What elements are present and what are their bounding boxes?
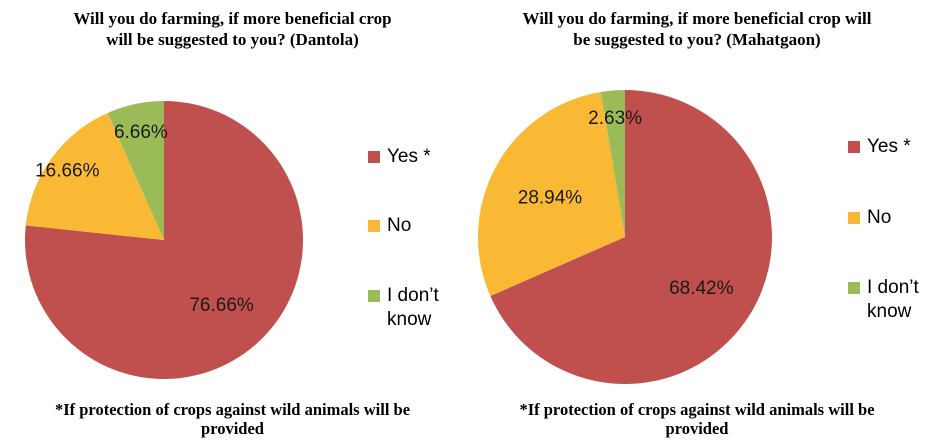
- legend-swatch: [848, 141, 860, 153]
- legend-label: I don’t know: [387, 285, 439, 330]
- data-label-dont-know: 2.63%: [588, 108, 642, 129]
- data-label-yes: 68.42%: [669, 278, 734, 299]
- chart-title: Will you do farming, if more beneficial …: [73, 9, 392, 49]
- legend-swatch: [848, 282, 860, 294]
- data-label-dont-know: 6.66%: [114, 122, 168, 143]
- data-label-no: 16.66%: [35, 161, 100, 182]
- legend-swatch: [368, 290, 380, 302]
- chart-mahatgaon: Will you do farming, if more beneficial …: [465, 0, 929, 440]
- slice-no: [25, 113, 164, 240]
- legend-label: Yes *: [867, 136, 911, 157]
- data-label-yes: 76.66%: [189, 295, 254, 316]
- pie-chart: 68.42% 28.94% 2.63%: [477, 90, 773, 384]
- slice-no: [477, 92, 625, 296]
- slice-yes: [490, 90, 773, 384]
- legend-label: No: [387, 215, 412, 236]
- legend-label: I don’t know: [867, 277, 919, 322]
- footnote: *If protection of crops against wild ani…: [54, 400, 411, 438]
- legend-swatch: [368, 151, 380, 163]
- footnote: *If protection of crops against wild ani…: [519, 400, 875, 438]
- chart-title: Will you do farming, if more beneficial …: [522, 9, 872, 49]
- legend-swatch: [368, 220, 380, 232]
- chart-dantola: Will you do farming, if more beneficial …: [25, 9, 439, 438]
- legend-swatch: [848, 212, 860, 224]
- legend-label: Yes *: [387, 146, 431, 167]
- slice-dont-know: [600, 90, 625, 237]
- legend-label: No: [867, 207, 892, 228]
- slice-dont-know: [107, 101, 164, 240]
- pie-chart: 76.66% 16.66% 6.66%: [25, 100, 304, 380]
- data-label-no: 28.94%: [518, 187, 583, 208]
- slice-yes: [25, 100, 304, 380]
